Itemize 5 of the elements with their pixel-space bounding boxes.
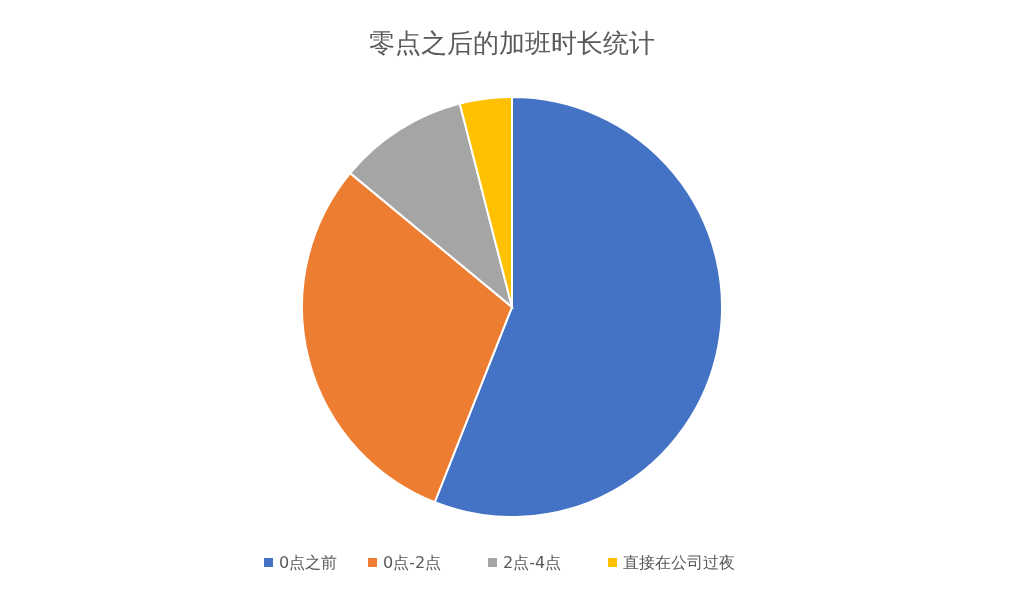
legend-label: 0点-2点 bbox=[383, 553, 442, 572]
legend-label: 0点之前 bbox=[279, 553, 338, 572]
legend-label: 2点-4点 bbox=[503, 553, 562, 572]
legend-label: 直接在公司过夜 bbox=[623, 553, 735, 572]
chart-title: 零点之后的加班时长统计 bbox=[369, 28, 655, 58]
